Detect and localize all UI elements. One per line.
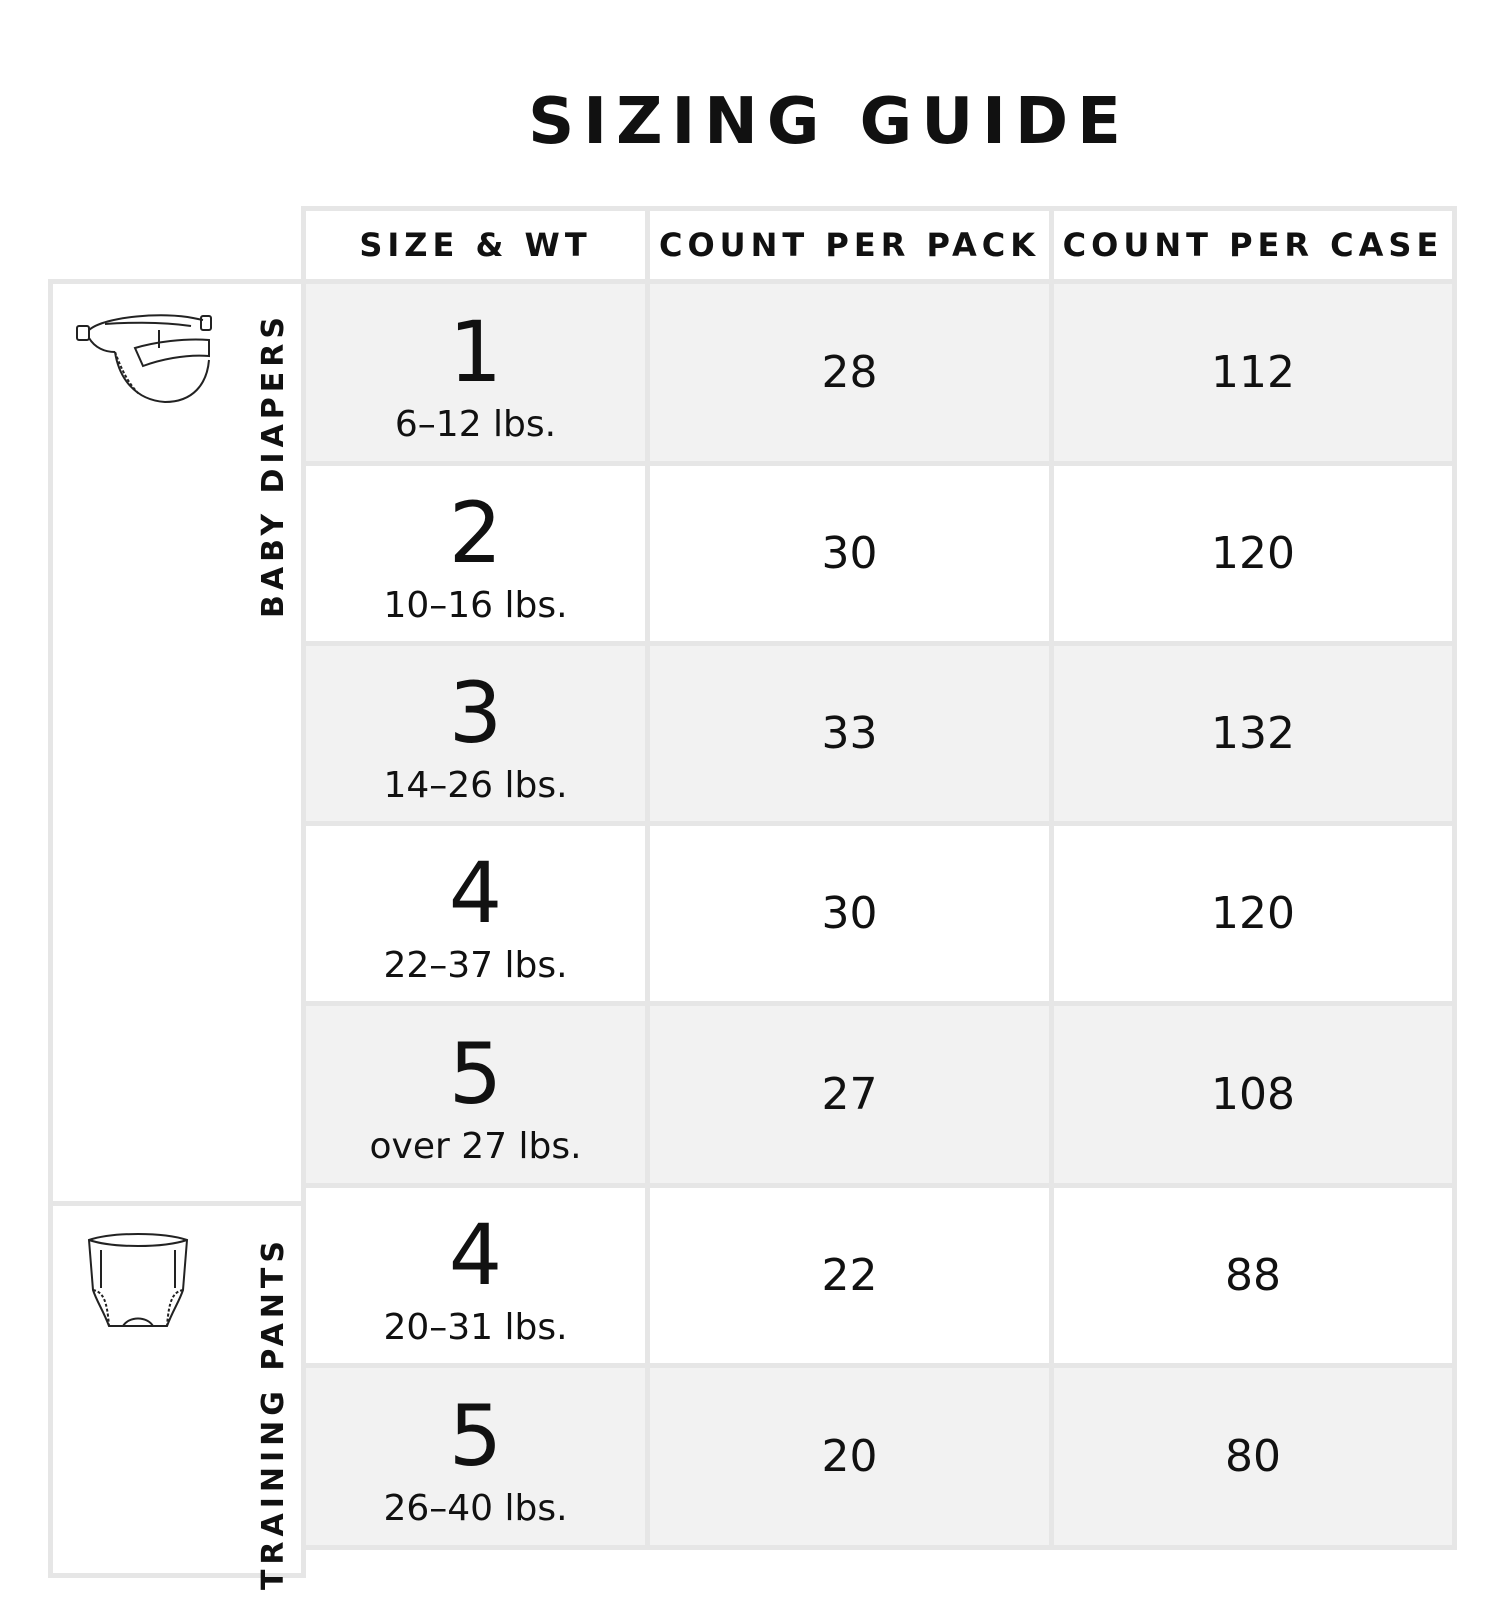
header-size-weight: SIZE & WT: [306, 211, 650, 279]
size-weight-cell: 4 22–37 lbs.: [306, 826, 650, 1001]
table-row: 4 22–37 lbs. 30 120: [306, 821, 1452, 1001]
table-row: 1 6–12 lbs. 28 112: [306, 279, 1452, 461]
count-per-pack: 28: [650, 284, 1054, 461]
diaper-icon: [75, 308, 215, 412]
weight-range: 26–40 lbs.: [383, 1487, 568, 1529]
size-weight-cell: 3 14–26 lbs.: [306, 646, 650, 821]
size-number: 4: [448, 1205, 503, 1304]
size-weight-cell: 5 26–40 lbs.: [306, 1368, 650, 1545]
count-per-pack: 20: [650, 1368, 1054, 1545]
count-per-case: 88: [1225, 1250, 1281, 1301]
group-label-training-pants: TRAINING PANTS: [256, 1236, 291, 1591]
weight-range: 14–26 lbs.: [383, 764, 568, 806]
table-row: 4 20–31 lbs. 22 88: [306, 1183, 1452, 1363]
count-per-pack: 33: [650, 646, 1054, 821]
weight-range: 22–37 lbs.: [383, 944, 568, 986]
count-per-pack: 30: [650, 826, 1054, 1001]
group-baby-diapers: BABY DIAPERS: [48, 279, 306, 1206]
weight-range: 6–12 lbs.: [394, 403, 557, 445]
size-number: 3: [448, 663, 503, 762]
weight-range: 20–31 lbs.: [383, 1306, 568, 1348]
count-per-case: 120: [1211, 528, 1295, 579]
size-number: 4: [448, 843, 503, 942]
group-training-pants: TRAINING PANTS: [48, 1201, 306, 1590]
training-pants-icon: [83, 1230, 193, 1338]
size-weight-cell: 2 10–16 lbs.: [306, 466, 650, 641]
table-row: 5 26–40 lbs. 20 80: [306, 1363, 1452, 1545]
count-per-case: 112: [1211, 347, 1295, 398]
group-label-baby-diapers: BABY DIAPERS: [256, 312, 291, 618]
size-weight-cell: 5 over 27 lbs.: [306, 1006, 650, 1183]
header-count-per-pack: COUNT PER PACK: [650, 211, 1054, 279]
header-count-per-case: COUNT PER CASE: [1062, 226, 1444, 264]
sizing-table: SIZE & WT COUNT PER PACK COUNT PER CASE …: [48, 206, 1457, 1590]
count-per-pack: 30: [650, 466, 1054, 641]
size-number: 1: [448, 302, 503, 401]
count-per-case: 132: [1211, 708, 1295, 759]
size-number: 5: [448, 1024, 503, 1123]
table-row: 2 10–16 lbs. 30 120: [306, 461, 1452, 641]
size-number: 2: [448, 483, 503, 582]
table-body: 1 6–12 lbs. 28 112 2 10–16 lbs. 30 120 3…: [301, 279, 1457, 1550]
weight-range: over 27 lbs.: [369, 1125, 582, 1167]
page-title: SIZING GUIDE: [528, 85, 1130, 159]
weight-range: 10–16 lbs.: [383, 584, 568, 626]
count-per-case: 120: [1211, 888, 1295, 939]
count-per-case: 80: [1225, 1431, 1281, 1482]
table-header-row: SIZE & WT COUNT PER PACK COUNT PER CASE: [301, 206, 1457, 284]
size-number: 5: [448, 1386, 503, 1485]
size-weight-cell: 1 6–12 lbs.: [306, 284, 650, 461]
count-per-pack: 22: [650, 1188, 1054, 1363]
table-row: 3 14–26 lbs. 33 132: [306, 641, 1452, 821]
count-per-pack: 27: [650, 1006, 1054, 1183]
table-row: 5 over 27 lbs. 27 108: [306, 1001, 1452, 1183]
size-weight-cell: 4 20–31 lbs.: [306, 1188, 650, 1363]
count-per-case: 108: [1211, 1069, 1295, 1120]
